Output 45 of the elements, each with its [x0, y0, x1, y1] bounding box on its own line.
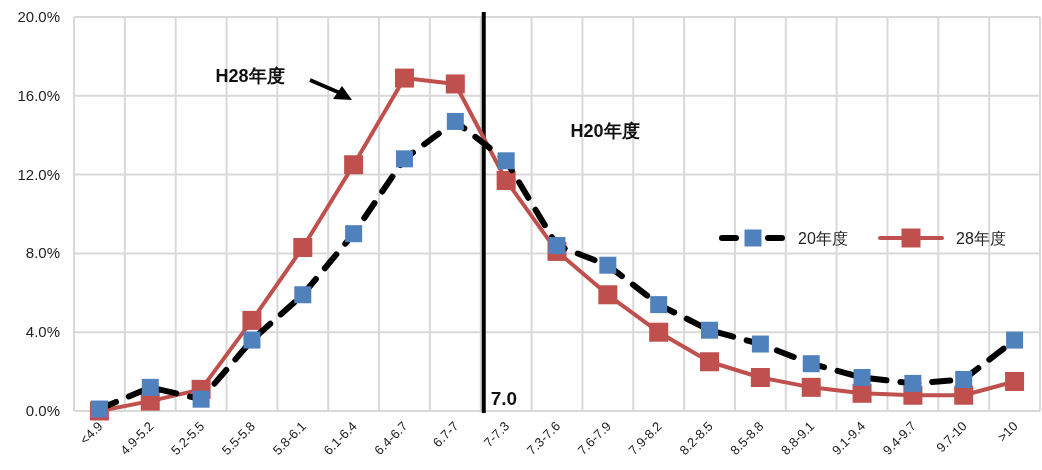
point — [751, 335, 769, 353]
point — [548, 237, 566, 255]
legend-label: 20年度 — [798, 230, 848, 247]
ref-line-label: 7.0 — [490, 388, 518, 409]
point — [192, 390, 210, 408]
point — [395, 150, 413, 168]
x-tick-label: >10 — [994, 418, 1021, 445]
point — [802, 355, 820, 373]
point — [141, 378, 159, 396]
point — [243, 331, 261, 349]
point — [496, 171, 516, 191]
point — [446, 112, 464, 130]
y-tick-label: 20.0% — [17, 8, 60, 25]
point — [599, 256, 617, 274]
point — [852, 383, 872, 403]
y-tick-label: 0.0% — [25, 402, 60, 419]
point — [1005, 371, 1025, 391]
y-tick-label: 12.0% — [17, 165, 60, 183]
point — [700, 352, 720, 372]
point — [750, 368, 770, 388]
point — [801, 377, 821, 397]
point — [242, 310, 262, 330]
point — [701, 321, 719, 339]
point — [445, 74, 465, 94]
point — [954, 385, 974, 405]
point — [853, 369, 871, 387]
point — [598, 285, 618, 305]
annotation: H20年度 — [570, 121, 640, 141]
point — [955, 370, 973, 388]
point — [394, 68, 414, 88]
point — [344, 155, 364, 175]
y-tick-label: 4.0% — [25, 323, 60, 341]
point — [649, 322, 669, 342]
annotation: H28年度 — [215, 66, 285, 86]
x-tick-label: <4.9 — [76, 418, 106, 448]
point — [345, 225, 363, 243]
y-tick-label: 8.0% — [25, 244, 60, 262]
point — [650, 296, 668, 314]
y-tick-label: 16.0% — [17, 86, 60, 104]
point — [497, 152, 515, 170]
point — [1006, 331, 1024, 349]
point — [294, 286, 312, 304]
point — [293, 237, 313, 257]
point — [904, 374, 922, 392]
legend-label: 28年度 — [956, 230, 1006, 247]
